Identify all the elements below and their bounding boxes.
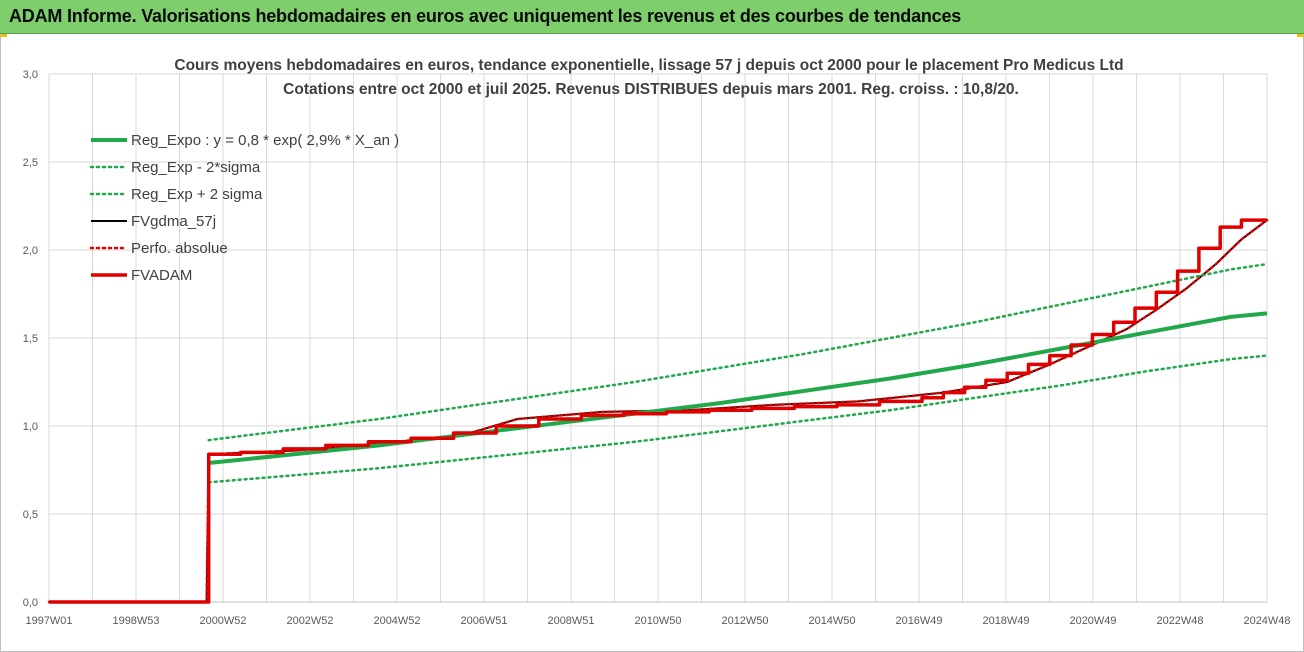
y-tick-label: 0,0 xyxy=(23,597,38,609)
x-tick-label: 2024W48 xyxy=(1243,615,1290,627)
window-title: ADAM Informe. Valorisations hebdomadaire… xyxy=(9,6,962,26)
x-tick-label: 2018W49 xyxy=(982,615,1029,627)
x-tick-label: 2004W52 xyxy=(373,615,420,627)
series-line-2 xyxy=(207,262,1269,442)
x-tick-label: 2020W49 xyxy=(1069,615,1116,627)
legend-label: Reg_Exp - 2*sigma xyxy=(131,159,261,176)
y-tick-label: 1,0 xyxy=(23,421,38,433)
x-tick-label: 1998W53 xyxy=(112,615,159,627)
x-tick-label: 2006W51 xyxy=(460,615,507,627)
corner-marker-left xyxy=(0,34,7,37)
x-tick-label: 2010W50 xyxy=(634,615,681,627)
chart-series xyxy=(47,218,1269,604)
y-tick-label: 0,5 xyxy=(23,509,38,521)
x-tick-label: 2008W51 xyxy=(547,615,594,627)
series-line-1 xyxy=(207,354,1269,484)
series-line-0 xyxy=(208,311,1268,465)
x-tick-label: 2000W52 xyxy=(199,615,246,627)
legend-label: Perfo. absolue xyxy=(131,240,228,257)
x-tick-label: 1997W01 xyxy=(25,615,72,627)
x-tick-label: 2016W49 xyxy=(895,615,942,627)
legend-label: FVgdma_57j xyxy=(131,213,216,230)
y-tick-label: 3,0 xyxy=(23,69,38,81)
chart-legend: Reg_Expo : y = 0,8 * exp( 2,9% * X_an ) R… xyxy=(89,132,399,284)
legend-label: FVADAM xyxy=(131,267,192,284)
corner-marker-right xyxy=(1297,34,1304,37)
x-tick-label: 2014W50 xyxy=(808,615,855,627)
legend-label: Reg_Expo : y = 0,8 * exp( 2,9% * X_an ) xyxy=(131,132,399,149)
x-tick-label: 2022W48 xyxy=(1156,615,1203,627)
y-tick-label: 2,5 xyxy=(23,157,38,169)
legend-label: Reg_Exp + 2 sigma xyxy=(131,186,263,203)
chart-title: Cours moyens hebdomadaires en euros, ten… xyxy=(174,57,1123,74)
chart-subtitle: Cotations entre oct 2000 et juil 2025. R… xyxy=(283,81,1019,98)
x-tick-label: 2012W50 xyxy=(721,615,768,627)
chart-grid xyxy=(48,73,1268,603)
x-tick-label: 2002W52 xyxy=(286,615,333,627)
chart-axes: 1997W01 1998W53 2000W52 2002W52 2004W52 2006W… xyxy=(23,69,1291,627)
series-line-5 xyxy=(49,218,1267,604)
y-tick-label: 2,0 xyxy=(23,245,38,257)
y-tick-label: 1,5 xyxy=(23,333,38,345)
title-banner: ADAM Informe. Valorisations hebdomadaire… xyxy=(0,0,1304,34)
